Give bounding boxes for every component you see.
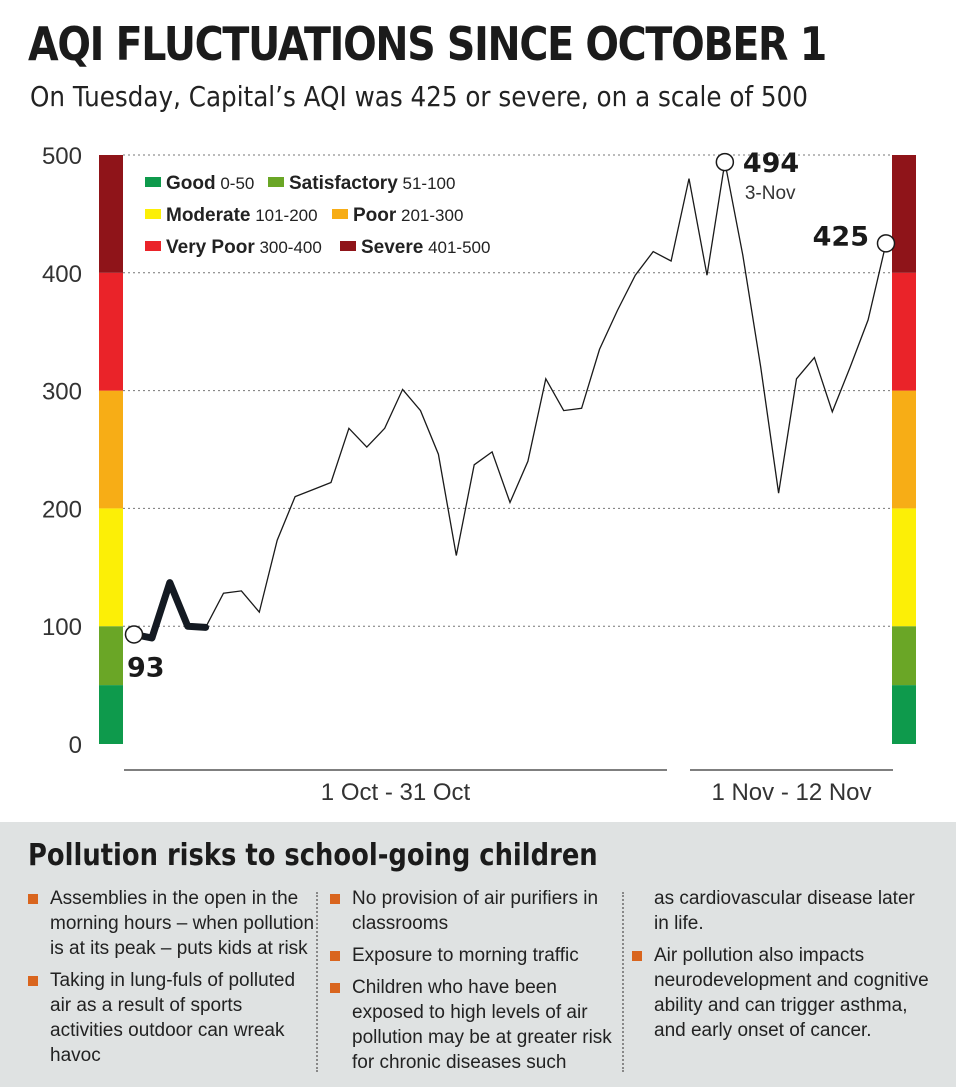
risk-item: Air pollution also impacts neurodevelopm… <box>632 943 932 1043</box>
chart-title: AQI FLUCTUATIONS SINCE OCTOBER 1 <box>28 17 827 71</box>
aqi-band <box>99 272 123 391</box>
annotation-date: 3-Nov <box>745 183 796 204</box>
aqi-band <box>892 508 916 627</box>
series <box>130 161 887 642</box>
data-point-marker <box>715 152 735 172</box>
risk-text: Taking in lung-fuls of polluted air as a… <box>50 970 296 1066</box>
aqi-band-left <box>99 155 123 744</box>
risk-item: Assemblies in the open in the morning ho… <box>28 886 316 961</box>
aqi-line-chart: 0 100 200 300 400 500 Good 0-50 Satisfactory 5… <box>42 143 916 806</box>
legend-item: Good 0-50 <box>166 173 254 194</box>
y-tick-label: 300 <box>42 379 82 406</box>
y-axis: 0 100 200 300 400 500 <box>42 143 82 759</box>
y-tick-label: 200 <box>42 496 82 523</box>
bullet-icon <box>330 983 340 993</box>
risk-text: as cardiovascular disease later in life. <box>654 888 915 934</box>
risk-text: Exposure to morning traffic <box>352 945 579 966</box>
aqi-band <box>892 155 916 273</box>
legend-item: Severe 401-500 <box>361 237 490 258</box>
bullet-icon <box>28 976 38 986</box>
column-divider <box>316 892 318 1072</box>
aqi-band <box>99 155 123 273</box>
y-tick-label: 500 <box>42 143 82 170</box>
aqi-band-right <box>892 155 916 744</box>
period-label: 1 Oct - 31 Oct <box>321 779 471 806</box>
risks-panel: Pollution risks to school-going children… <box>0 822 956 1087</box>
legend-item: Poor 201-300 <box>353 205 463 226</box>
data-point-marker <box>876 234 896 253</box>
risks-column-1: Assemblies in the open in the morning ho… <box>28 886 316 1075</box>
aqi-band <box>99 626 123 686</box>
risk-item: Exposure to morning traffic <box>330 943 620 968</box>
annotation-value: 93 <box>127 652 165 683</box>
aqi-band <box>892 685 916 744</box>
bullet-icon <box>330 951 340 961</box>
legend-swatch <box>145 241 161 251</box>
legend-item: Moderate 101-200 <box>166 205 318 226</box>
bullet-icon <box>330 894 340 904</box>
risks-heading: Pollution risks to school-going children <box>28 838 598 873</box>
annotations: 93 494 3-Nov 425 <box>124 148 896 683</box>
series-line <box>133 161 887 639</box>
legend-item: Very Poor 300-400 <box>166 237 322 258</box>
aqi-band <box>99 685 123 744</box>
x-axis-periods: 1 Oct - 31 Oct 1 Nov - 12 Nov <box>124 769 893 806</box>
legend-swatch <box>340 241 356 251</box>
bullet-icon <box>28 894 38 904</box>
risk-text: Air pollution also impacts neurodevelopm… <box>654 945 929 1041</box>
risks-column-3: as cardiovascular disease later in life.… <box>632 886 932 1050</box>
legend-item: Satisfactory 51-100 <box>289 173 455 194</box>
column-divider <box>622 892 624 1072</box>
legend-swatch <box>332 209 348 219</box>
risk-text: No provision of air purifiers in classro… <box>352 888 599 934</box>
risk-item: Taking in lung-fuls of polluted air as a… <box>28 968 316 1068</box>
period-label: 1 Nov - 12 Nov <box>711 779 871 806</box>
aqi-band <box>99 390 123 509</box>
risk-item: as cardiovascular disease later in life. <box>632 886 932 936</box>
risks-column-2: No provision of air purifiers in classro… <box>330 886 620 1082</box>
risk-item: Children who have been exposed to high l… <box>330 975 620 1075</box>
legend-swatch <box>268 177 284 187</box>
y-tick-label: 0 <box>69 732 82 759</box>
aqi-band <box>99 508 123 627</box>
aqi-band <box>892 626 916 686</box>
bullet-icon <box>632 951 642 961</box>
risk-item: No provision of air purifiers in classro… <box>330 886 620 936</box>
series-highlight <box>130 579 210 642</box>
y-tick-label: 400 <box>42 261 82 288</box>
risk-text: Assemblies in the open in the morning ho… <box>50 888 315 959</box>
aqi-band <box>892 272 916 391</box>
aqi-band <box>892 390 916 509</box>
legend: Good 0-50 Satisfactory 51-100 Moderate 101… <box>145 173 490 258</box>
chart-subtitle: On Tuesday, Capital’s AQI was 425 or sev… <box>30 80 808 113</box>
annotation-value: 494 <box>743 148 799 179</box>
legend-swatch <box>145 177 161 187</box>
legend-swatch <box>145 209 161 219</box>
y-tick-label: 100 <box>42 614 82 641</box>
risk-text: Children who have been exposed to high l… <box>352 977 612 1073</box>
data-point-marker <box>124 625 144 644</box>
annotation-value: 425 <box>813 221 869 252</box>
